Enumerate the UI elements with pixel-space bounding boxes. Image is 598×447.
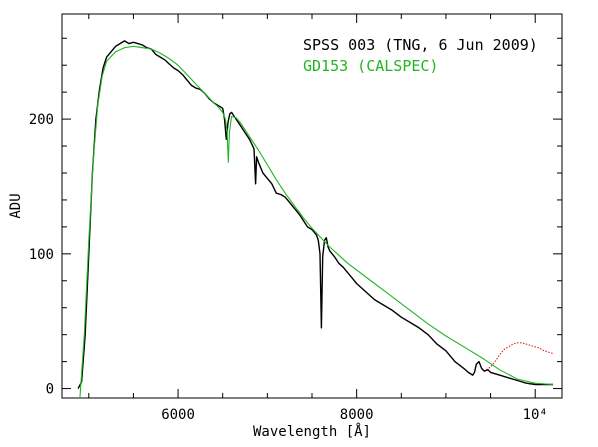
x-axis-label: Wavelength [Å] [253,423,371,440]
y-tick-label: 100 [29,247,54,263]
y-tick-label: 200 [29,112,54,128]
legend-entry-gd153: GD153 (CALSPEC) [303,57,438,75]
y-tick-label: 0 [46,382,54,398]
x-tick-label: 6000 [161,407,195,423]
x-tick-label: 8000 [340,407,374,423]
series-line-1 [485,342,554,371]
x-axis-ticks: 6000 8000 10⁴ [88,14,548,423]
series-line-0 [77,40,554,389]
series-line-2 [79,45,554,399]
legend-entry-spss003: SPSS 003 (TNG, 6 Jun 2009) [303,36,538,54]
y-axis-ticks: 0 100 200 [29,37,562,398]
x-tick-label: 10⁴ [523,407,548,423]
y-axis-label: ADU [8,193,24,218]
series-layer [77,40,554,399]
